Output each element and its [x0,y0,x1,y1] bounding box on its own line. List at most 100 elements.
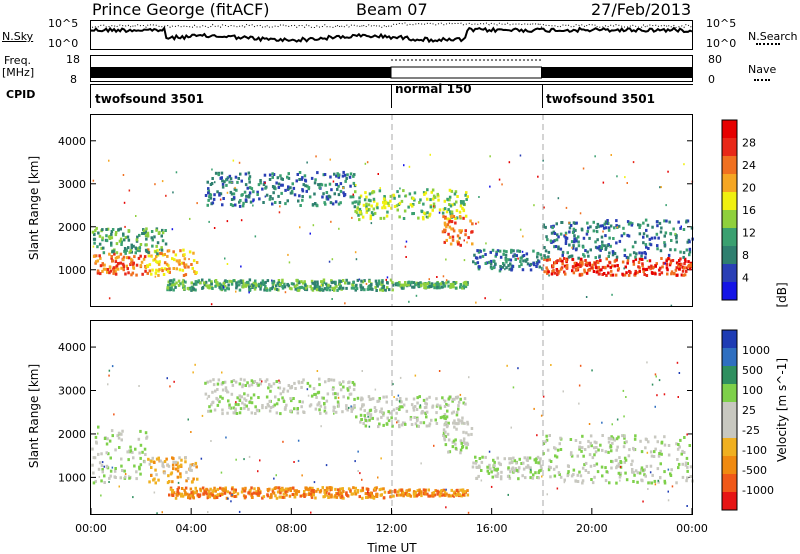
power-heatmap-cell [605,257,608,261]
velocity-heatmap-cell [201,486,205,490]
velocity-heatmap-cell [117,436,121,440]
velocity-heatmap-speck [235,458,237,461]
power-heatmap-cell [151,238,154,242]
power-heatmap-cell [350,286,354,290]
power-heatmap-cell [446,217,449,221]
velocity-heatmap-cell [152,478,155,482]
velocity-heatmap-cell [685,456,689,460]
velocity-heatmap-cell [390,494,393,498]
power-heatmap-cell [447,232,450,236]
power-heatmap-cell [435,282,438,286]
power-heatmap-cell [162,273,166,276]
power-heatmap-cell [663,244,667,248]
velocity-heatmap-cell [228,406,231,410]
power-heatmap-cell [566,251,569,255]
power-heatmap-cell [626,259,630,263]
power-heatmap-cell [330,188,333,192]
velocity-heatmap-speck [207,511,209,514]
velocity-heatmap-cell [611,460,614,464]
velocity-heatmap-cell [176,475,180,479]
velocity-heatmap-cell [356,489,360,492]
velocity-heatmap-cell [532,473,535,477]
power-heatmap-cell [660,257,663,260]
power-heatmap-cell [310,176,314,180]
velocity-heatmap-cell [147,457,150,461]
power-heatmap-cell [443,207,447,211]
power-heatmap-cell [563,264,567,268]
velocity-heatmap-cell [134,447,137,451]
velocity-heatmap-cell [630,463,633,466]
velocity-heatmap-cell [114,448,117,452]
power-heatmap-cell [376,284,379,288]
power-heatmap-cell [289,186,292,190]
power-heatmap-cell [419,281,422,285]
power-heatmap-cell [665,219,668,223]
power-heatmap-cell [214,279,218,282]
power-heatmap-cell [412,203,415,206]
power-heatmap-cell [248,180,251,184]
power-heatmap-cell [596,238,599,242]
velocity-heatmap-cell [168,493,171,497]
velocity-heatmap-cell [257,383,260,387]
power-heatmap-cell [522,254,526,257]
power-heatmap-speck [219,198,222,201]
velocity-heatmap-cell [442,428,446,432]
velocity-heatmap-speck [438,370,441,372]
power-heatmap-cell [665,262,669,266]
power-heatmap-cell [364,191,367,195]
power-heatmap-cell [184,273,188,277]
velocity-heatmap-speck [257,470,259,473]
colorbar-swatch [722,456,737,474]
power-heatmap-cell [608,251,611,255]
velocity-heatmap-cell [210,403,213,407]
velocity-heatmap-cell [466,420,469,424]
velocity-heatmap-cell [425,397,429,401]
power-heatmap-cell [252,198,255,202]
velocity-heatmap-cell [503,457,506,461]
velocity-heatmap-speck [540,414,543,417]
power-heatmap-cell [382,197,386,201]
power-heatmap-cell [320,287,324,291]
velocity-heatmap-cell [446,409,449,413]
power-heatmap-cell [105,234,108,238]
nsky-trace [90,25,693,44]
power-heatmap-cell [301,176,304,180]
velocity-heatmap-cell [221,492,224,496]
colorbar-tick: -25 [742,424,760,437]
power-heatmap-cell [385,214,389,218]
velocity-heatmap-cell [285,403,288,407]
velocity-heatmap-cell [632,480,635,483]
power-heatmap-speck [565,206,568,209]
velocity-heatmap-cell [447,494,450,498]
power-heatmap-cell [97,231,100,235]
power-heatmap-cell [156,261,159,265]
power-heatmap-cell [562,257,566,260]
power-heatmap-speck [585,296,588,298]
power-heatmap-cell [372,197,376,201]
velocity-heatmap-cell [369,414,372,418]
velocity-heatmap-cell [181,494,185,498]
velocity-heatmap-speck [190,431,192,433]
velocity-heatmap-cell [425,415,428,419]
power-heatmap-cell [245,194,248,198]
power-heatmap-cell [648,237,652,241]
velocity-heatmap-cell [316,391,320,395]
power-heatmap-cell [644,218,648,222]
velocity-heatmap-cell [166,463,169,467]
power-heatmap-cell [409,203,413,207]
velocity-heatmap-cell [591,456,595,460]
nave-tick-top: 80 [708,53,722,66]
velocity-heatmap-cell [574,479,578,483]
velocity-heatmap-speck [325,464,328,467]
power-heatmap-cell [183,264,186,268]
power-heatmap-cell [168,270,171,274]
power-heatmap-cell [277,194,280,198]
power-heatmap-cell [239,172,242,176]
velocity-heatmap-cell [305,486,308,490]
power-heatmap-cell [647,247,650,250]
velocity-heatmap-cell [307,493,310,496]
power-heatmap-cell [599,259,602,263]
power-heatmap-cell [417,284,420,288]
power-heatmap-cell [284,188,287,192]
